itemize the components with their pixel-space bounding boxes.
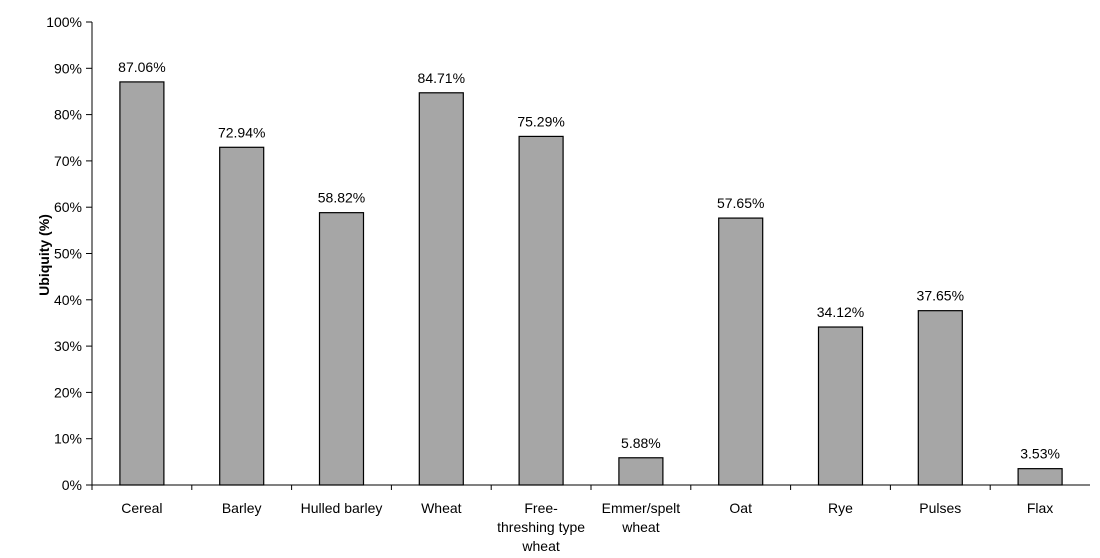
bar <box>119 81 165 486</box>
value-label: 87.06% <box>118 59 165 75</box>
value-label: 84.71% <box>418 70 465 86</box>
value-label: 57.65% <box>717 195 764 211</box>
y-tick-label: 70% <box>54 153 82 169</box>
y-tick-label: 50% <box>54 246 82 262</box>
x-category-label: Emmer/spelt wheat <box>602 500 681 535</box>
bar <box>518 135 564 486</box>
bar <box>318 212 365 486</box>
x-category-label: Flax <box>1027 500 1053 516</box>
x-category-label: Cereal <box>121 500 162 516</box>
x-category-label: Free-threshing type wheat <box>497 500 585 554</box>
y-tick-label: 30% <box>54 338 82 354</box>
value-label: 75.29% <box>517 113 564 129</box>
y-tick-label: 100% <box>46 14 82 30</box>
value-label: 5.88% <box>621 435 661 451</box>
bar <box>219 146 265 486</box>
value-label: 34.12% <box>817 304 864 320</box>
y-tick-label: 60% <box>54 199 82 215</box>
x-category-label: Hulled barley <box>301 500 383 516</box>
x-category-label: Rye <box>828 500 853 516</box>
bars <box>91 81 1063 490</box>
x-category-label: Pulses <box>919 500 961 516</box>
x-category-label: Barley <box>222 500 262 516</box>
y-tick-label: 80% <box>54 107 82 123</box>
value-label: 58.82% <box>318 190 365 206</box>
value-label: 72.94% <box>218 124 265 140</box>
y-tick-label: 90% <box>54 60 82 76</box>
value-label: 37.65% <box>917 288 964 304</box>
x-axis-labels: Cereal Barley Hulled barley Wheat Free-thres… <box>121 500 1053 554</box>
y-tick-label: 0% <box>62 477 82 493</box>
value-label: 3.53% <box>1020 446 1060 462</box>
value-labels: 87.06% 72.94% 58.82% 84.71% 75.29% 5.88% 57.65… <box>118 59 1060 462</box>
bar <box>418 92 464 486</box>
x-category-label: Oat <box>729 500 752 516</box>
x-category-label: Wheat <box>421 500 462 516</box>
bar <box>917 310 963 486</box>
y-axis-ticks: 0% 10% 20% 30% 40% 50% 60% 70% 80% 90% 100% <box>46 14 92 493</box>
bar <box>618 457 664 486</box>
bar <box>817 326 864 486</box>
bar <box>718 217 764 486</box>
bar <box>1017 468 1063 486</box>
y-axis-label: Ubiquity (%) <box>36 214 52 296</box>
y-tick-label: 10% <box>54 431 82 447</box>
y-tick-label: 20% <box>54 384 82 400</box>
y-tick-label: 40% <box>54 292 82 308</box>
